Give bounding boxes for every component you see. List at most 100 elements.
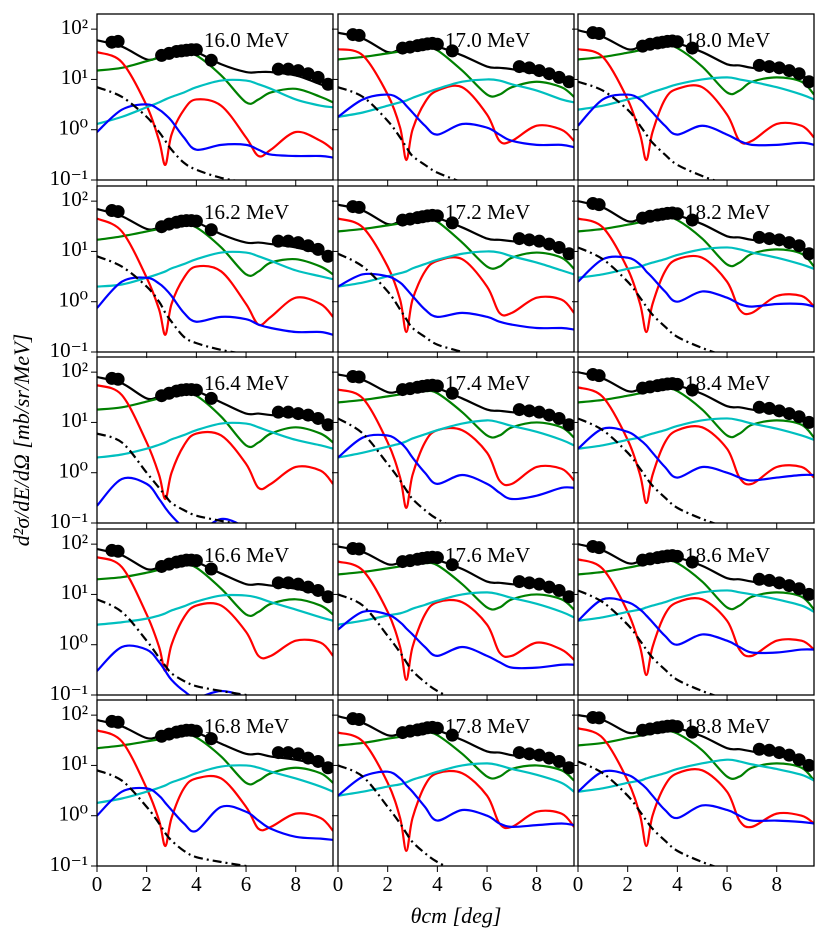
data-point xyxy=(782,407,796,421)
data-point xyxy=(281,405,295,419)
data-point xyxy=(802,587,814,601)
data-point xyxy=(189,43,203,57)
data-point xyxy=(592,541,606,555)
curve xyxy=(578,558,814,677)
curve xyxy=(338,417,448,523)
data-point xyxy=(792,582,806,596)
data-point xyxy=(445,728,459,742)
data-point xyxy=(592,198,606,212)
data-point xyxy=(532,64,546,78)
data-point xyxy=(752,230,766,244)
panel-frame xyxy=(337,13,575,181)
y-tick-label: 10¹ xyxy=(61,751,88,775)
x-tick-label: 8 xyxy=(531,872,542,896)
data-point xyxy=(792,67,806,81)
panel xyxy=(97,543,333,695)
data-point xyxy=(430,379,444,393)
curve xyxy=(578,76,814,111)
data-point xyxy=(792,753,806,767)
curve xyxy=(97,255,240,352)
data-point xyxy=(311,70,325,84)
data-point xyxy=(271,234,285,248)
data-point xyxy=(352,200,366,214)
x-tick-label: 6 xyxy=(482,872,493,896)
data-point xyxy=(352,712,366,726)
data-point xyxy=(512,575,526,589)
data-point xyxy=(512,60,526,74)
x-tick-label: 2 xyxy=(141,872,152,896)
curve xyxy=(338,762,574,797)
curve xyxy=(578,93,814,147)
curve xyxy=(578,217,814,334)
data-point xyxy=(782,236,796,250)
y-tick-label: 10² xyxy=(61,15,88,39)
data-point xyxy=(291,236,305,250)
y-tick-label: 10⁻¹ xyxy=(50,166,88,190)
curve xyxy=(578,760,717,866)
data-point xyxy=(772,746,786,760)
curve xyxy=(97,476,240,523)
data-point xyxy=(532,405,546,419)
data-point xyxy=(802,247,814,261)
curve xyxy=(338,419,574,459)
panel xyxy=(338,541,574,695)
panel-frame xyxy=(337,528,575,696)
data-point xyxy=(542,580,556,594)
y-tick-label: 10⁰ xyxy=(59,631,88,655)
curve xyxy=(97,769,253,866)
curve xyxy=(338,560,574,681)
panel xyxy=(97,714,333,866)
panel-frame xyxy=(577,356,815,524)
data-point xyxy=(752,58,766,72)
curve xyxy=(578,758,814,793)
data-point xyxy=(281,62,295,76)
data-point xyxy=(532,577,546,591)
panel-annotation: 16.6 MeV xyxy=(204,543,289,567)
panel xyxy=(578,710,814,866)
x-tick-label: 2 xyxy=(382,872,393,896)
data-point xyxy=(430,721,444,735)
y-tick-label: 10⁰ xyxy=(59,288,88,312)
data-point xyxy=(752,400,766,414)
data-point xyxy=(512,746,526,760)
panel-annotation: 18.8 MeV xyxy=(685,714,770,738)
panel-frame xyxy=(96,185,334,353)
curve xyxy=(578,417,814,450)
data-point xyxy=(542,237,556,251)
data-point xyxy=(111,715,125,729)
curve xyxy=(338,770,574,828)
y-tick-label: 10⁻¹ xyxy=(50,852,88,876)
data-point xyxy=(532,748,546,762)
panel-frame xyxy=(337,185,575,353)
data-point xyxy=(772,61,786,75)
data-point xyxy=(762,232,776,246)
curve xyxy=(338,609,574,670)
x-tick-label: 0 xyxy=(333,872,344,896)
curve xyxy=(338,731,574,852)
panel-frame xyxy=(577,528,815,696)
data-point xyxy=(552,240,566,254)
curve xyxy=(338,389,574,439)
curve xyxy=(97,276,333,336)
x-tick-label: 6 xyxy=(241,872,252,896)
panel xyxy=(578,539,814,695)
curve xyxy=(97,250,333,288)
y-tick-label: 10⁰ xyxy=(59,802,88,826)
curve xyxy=(338,78,574,118)
data-point xyxy=(321,761,333,775)
data-point xyxy=(111,372,125,386)
curve xyxy=(578,589,717,695)
data-point xyxy=(291,407,305,421)
panel xyxy=(578,367,814,523)
curve xyxy=(97,556,333,673)
panel xyxy=(97,371,333,523)
data-point xyxy=(762,743,776,757)
data-point xyxy=(301,408,315,422)
data-point xyxy=(281,746,295,760)
curve xyxy=(578,769,814,825)
panel-frame xyxy=(577,13,815,181)
panel-annotation: 18.4 MeV xyxy=(685,371,770,395)
data-point xyxy=(685,213,699,227)
data-point xyxy=(592,369,606,383)
y-tick-label: 10⁰ xyxy=(59,116,88,140)
